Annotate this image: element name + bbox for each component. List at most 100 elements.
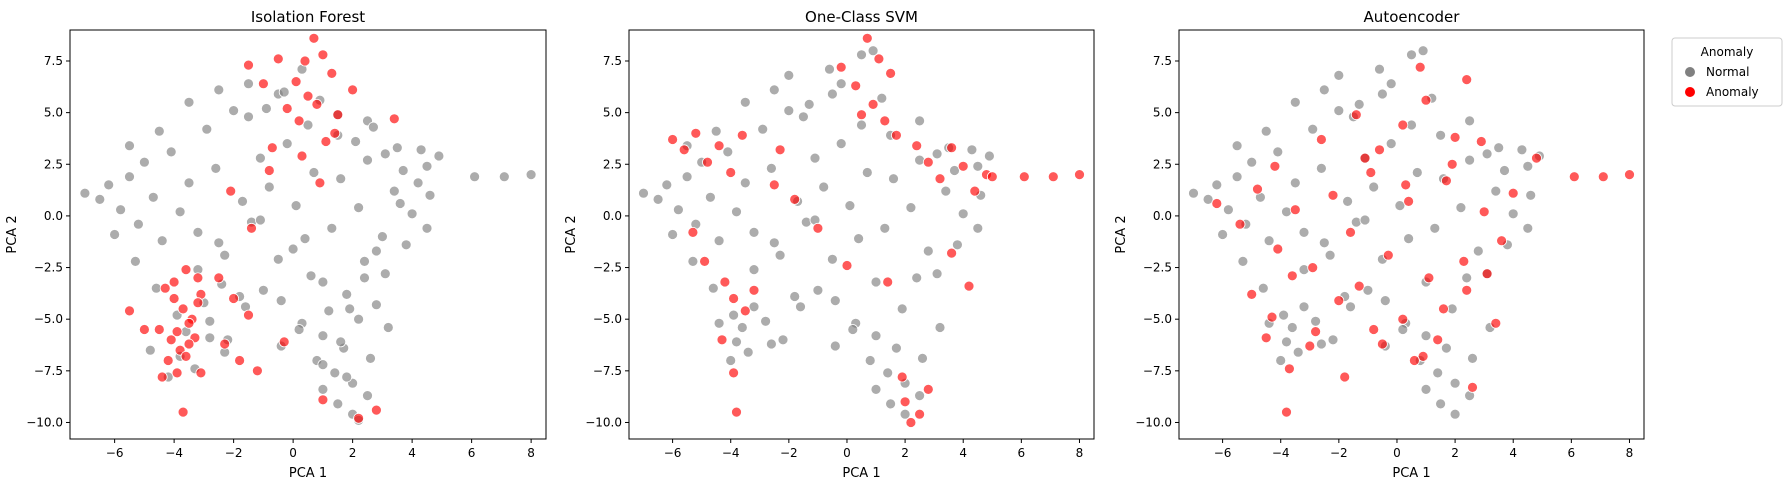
point-normal [809, 152, 821, 164]
point-normal [1246, 156, 1258, 168]
point-anomaly [180, 350, 192, 362]
subplots: Isolation Forest −6 −4 −2 0 2 4 6 8 7.5 5.0 2.5 0.0 −… [5, 8, 1645, 481]
point-anomaly [317, 49, 329, 61]
point-normal [201, 123, 213, 135]
point-anomaly [867, 99, 879, 110]
x-tick-label: 0 [1393, 446, 1401, 460]
point-normal [406, 208, 418, 220]
point-anomaly [296, 150, 308, 162]
y-tick-label: −10.0 [26, 415, 63, 429]
point-normal [934, 322, 946, 333]
point-normal [713, 317, 725, 329]
point-anomaly [882, 276, 894, 288]
legend-marker-normal [1685, 67, 1695, 77]
point-normal [783, 70, 795, 81]
point-normal [1522, 160, 1534, 172]
x-tick-label: 8 [1076, 446, 1084, 460]
point-anomaly [1432, 334, 1444, 346]
point-anomaly [299, 55, 311, 67]
point-normal [766, 338, 777, 350]
point-anomaly [311, 99, 323, 110]
point-anomaly [768, 179, 780, 191]
x-tick-label: 4 [1509, 446, 1517, 460]
y-tick-label: 5.0 [603, 106, 622, 120]
point-normal [359, 272, 370, 284]
point-normal [290, 200, 302, 212]
y-tick-label: −5.0 [593, 312, 622, 326]
x-tick-label: 8 [527, 446, 535, 460]
point-anomaly [1496, 235, 1507, 247]
point-normal [1298, 301, 1310, 313]
point-normal [1525, 189, 1537, 201]
point-normal [317, 330, 329, 342]
point-normal [183, 177, 195, 189]
point-normal [210, 162, 222, 174]
y-axis-label: PCA 2 [564, 215, 579, 253]
point-normal [1406, 49, 1417, 61]
point-normal [748, 301, 760, 313]
point-anomaly [1478, 206, 1490, 218]
point-normal [174, 206, 186, 218]
point-normal [213, 84, 225, 96]
point-anomaly [195, 367, 207, 379]
point-anomaly [1475, 136, 1487, 147]
point-normal [421, 160, 433, 172]
point-anomaly [911, 140, 923, 152]
point-normal [1368, 181, 1380, 193]
x-tick-label: −2 [780, 446, 798, 460]
point-anomaly [1260, 332, 1272, 344]
point-anomaly [353, 412, 365, 424]
point-normal [856, 119, 867, 131]
point-normal [681, 171, 693, 183]
point-normal [931, 148, 943, 160]
point-normal [421, 222, 433, 234]
point-anomaly [789, 193, 801, 205]
point-normal [278, 86, 290, 98]
x-tick-label: 0 [843, 446, 851, 460]
point-anomaly [168, 276, 180, 288]
point-normal [365, 352, 376, 364]
point-anomaly [278, 336, 290, 348]
point-normal [952, 239, 963, 251]
point-normal [812, 284, 824, 296]
point-anomaly [1353, 280, 1365, 292]
point-normal [1289, 96, 1301, 108]
point-anomaly [281, 103, 293, 114]
series-anomaly [667, 32, 1085, 428]
point-normal [124, 140, 135, 152]
point-anomaly [687, 226, 699, 238]
point-normal [323, 305, 335, 317]
point-anomaly [922, 383, 934, 395]
point-normal [957, 208, 969, 220]
point-anomaly [1304, 340, 1316, 352]
point-normal [768, 237, 780, 249]
point-anomaly [1467, 381, 1478, 393]
point-anomaly [739, 305, 751, 317]
point-anomaly [667, 134, 678, 145]
point-normal [138, 156, 150, 168]
point-normal [367, 121, 379, 133]
point-normal [1377, 88, 1388, 100]
point-normal [984, 150, 995, 162]
point-normal [911, 272, 923, 284]
point-anomaly [850, 80, 862, 92]
point-anomaly [183, 338, 195, 350]
point-anomaly [388, 113, 400, 125]
point-normal [469, 171, 481, 183]
point-normal [308, 167, 320, 178]
point-anomaly [162, 355, 174, 366]
point-anomaly [856, 109, 867, 121]
point-normal [1263, 235, 1275, 247]
point-normal [722, 146, 734, 158]
point-normal [864, 355, 876, 366]
point-normal [1260, 125, 1272, 137]
point-anomaly [861, 32, 873, 44]
y-tick-label: 7.5 [1153, 54, 1172, 68]
point-normal [1257, 282, 1269, 294]
subplot-title: Autoencoder [1364, 8, 1461, 26]
point-anomaly [946, 247, 957, 259]
point-anomaly [728, 367, 739, 379]
point-normal [905, 202, 917, 214]
point-anomaly [1458, 255, 1470, 267]
point-anomaly [1438, 303, 1449, 315]
